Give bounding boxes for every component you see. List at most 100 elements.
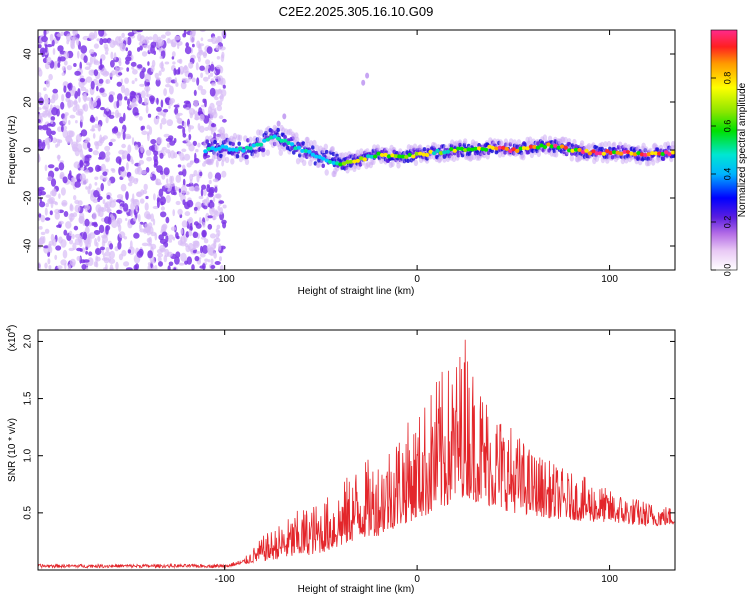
noise-blob bbox=[220, 54, 225, 63]
noise-blob bbox=[51, 39, 55, 47]
noise-blob bbox=[158, 47, 165, 52]
signal-ridge-dot bbox=[670, 150, 675, 155]
signal-core bbox=[235, 154, 240, 159]
noise-blob bbox=[145, 149, 152, 156]
signal-ridge-dot bbox=[407, 152, 412, 157]
noise-blob bbox=[181, 220, 188, 228]
noise-blob bbox=[188, 125, 195, 130]
noise-blob bbox=[157, 253, 164, 258]
signal-ridge-dot bbox=[303, 148, 309, 153]
noise-blob bbox=[85, 186, 88, 190]
noise-blob bbox=[85, 250, 88, 255]
noise-blob bbox=[209, 72, 214, 77]
noise-blob bbox=[214, 96, 219, 101]
noise-blob bbox=[59, 56, 66, 62]
noise-blob bbox=[119, 41, 124, 49]
noise-blob bbox=[153, 159, 159, 167]
noise-blob bbox=[213, 252, 217, 259]
noise-blob bbox=[98, 224, 105, 234]
noise-blob bbox=[69, 203, 73, 211]
noise-blob bbox=[146, 213, 152, 220]
signal-halo bbox=[521, 154, 526, 161]
noise-blob bbox=[158, 70, 162, 76]
noise-blob bbox=[189, 222, 193, 230]
signal-halo bbox=[451, 155, 457, 162]
noise-blob bbox=[205, 59, 211, 65]
noise-blob bbox=[83, 155, 90, 164]
noise-blob bbox=[175, 174, 182, 183]
signal-ridge-dot bbox=[518, 146, 523, 151]
noise-blob bbox=[83, 166, 87, 170]
noise-blob bbox=[121, 154, 126, 160]
noise-blob bbox=[97, 98, 101, 106]
noise-blob bbox=[157, 111, 163, 116]
noise-blob bbox=[116, 209, 121, 214]
signal-halo bbox=[221, 155, 226, 162]
noise-blob bbox=[207, 215, 214, 219]
noise-blob bbox=[115, 36, 121, 45]
signal-speck bbox=[361, 79, 366, 86]
signal-core bbox=[661, 156, 666, 161]
x-tick-label: 0 bbox=[414, 274, 420, 285]
signal-halo bbox=[232, 132, 238, 140]
noise-blob bbox=[76, 256, 81, 261]
noise-blob bbox=[137, 213, 141, 223]
signal-ridge-dot bbox=[636, 151, 641, 156]
noise-blob bbox=[124, 77, 129, 84]
signal-ridge-dot bbox=[237, 146, 243, 151]
noise-blob bbox=[203, 238, 209, 244]
noise-blob bbox=[100, 246, 105, 251]
noise-blob bbox=[140, 90, 146, 99]
noise-blob bbox=[164, 61, 170, 65]
noise-blob bbox=[187, 76, 192, 81]
noise-blob bbox=[131, 137, 135, 146]
noise-blob bbox=[166, 178, 169, 185]
noise-blob bbox=[193, 109, 196, 115]
noise-blob bbox=[163, 88, 168, 97]
signal-ridge-dot bbox=[345, 159, 350, 164]
noise-blob bbox=[149, 267, 154, 270]
noise-blob bbox=[185, 42, 189, 48]
signal-ridge-dot bbox=[480, 147, 485, 152]
noise-blob bbox=[180, 186, 187, 194]
noise-blob bbox=[115, 261, 119, 270]
noise-blob bbox=[105, 225, 111, 231]
noise-blob bbox=[104, 155, 111, 163]
signal-halo bbox=[308, 140, 314, 147]
noise-blob bbox=[174, 35, 181, 41]
noise-blob bbox=[202, 263, 206, 270]
signal-core bbox=[422, 147, 427, 152]
noise-blob bbox=[57, 62, 61, 68]
noise-blob bbox=[142, 44, 150, 49]
noise-blob bbox=[48, 73, 53, 81]
signal-ridge-dot bbox=[352, 159, 357, 164]
noise-blob bbox=[62, 176, 68, 184]
noise-blob bbox=[116, 100, 120, 109]
signal-ridge-dot bbox=[400, 154, 406, 159]
snr-plot-frame bbox=[37, 329, 676, 571]
noise-blob bbox=[222, 221, 227, 229]
signal-ridge-dot bbox=[584, 148, 589, 153]
noise-blob bbox=[163, 167, 170, 176]
signal-ridge-dot bbox=[331, 160, 336, 165]
noise-blob bbox=[219, 207, 224, 215]
noise-blob bbox=[79, 248, 83, 252]
signal-ridge-dot bbox=[341, 161, 347, 166]
noise-blob bbox=[189, 34, 195, 43]
noise-blob bbox=[99, 87, 105, 93]
noise-blob bbox=[136, 30, 143, 33]
noise-blob bbox=[112, 199, 117, 203]
signal-ridge-dot bbox=[445, 149, 451, 154]
noise-blob bbox=[100, 107, 105, 111]
signal-core bbox=[536, 141, 540, 146]
noise-blob bbox=[93, 43, 99, 49]
noise-blob bbox=[119, 116, 124, 124]
noise-blob bbox=[102, 199, 106, 205]
signal-halo bbox=[237, 134, 243, 141]
signal-ridge-dot bbox=[244, 145, 250, 150]
signal-core bbox=[283, 135, 287, 140]
signal-ridge-dot bbox=[618, 151, 624, 156]
noise-blob bbox=[99, 175, 104, 181]
noise-blob bbox=[159, 55, 163, 60]
noise-blob bbox=[63, 211, 69, 217]
